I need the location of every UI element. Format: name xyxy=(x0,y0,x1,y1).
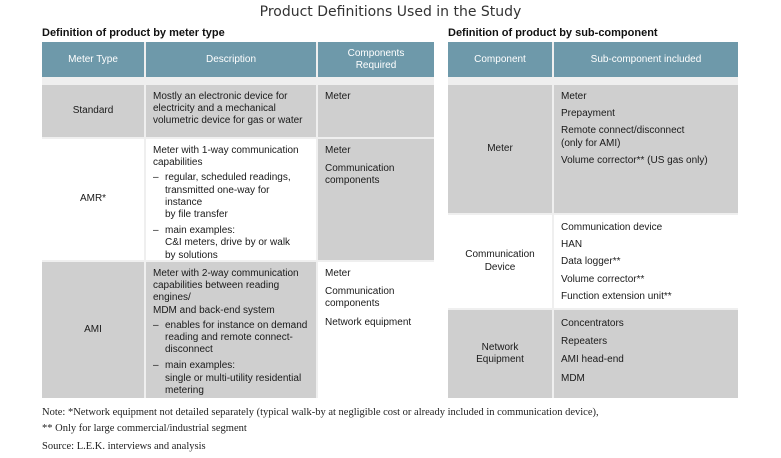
row-standard-components: Meter xyxy=(318,85,434,137)
left-table: Meter Type Description Components Requir… xyxy=(42,42,434,398)
bullet-item: – regular, scheduled readings, transmitt… xyxy=(153,172,291,220)
page-title: Product Definitions Used in the Study xyxy=(259,4,522,20)
right-table: Component Sub-component included Meter M… xyxy=(448,42,738,398)
header-meter-type: Meter Type xyxy=(42,42,144,77)
row-amr-type: AMR* xyxy=(42,139,144,260)
row-meter-subcomponents: Meter Prepayment Remote connect/disconne… xyxy=(554,85,738,213)
left-table-subhead: Definition of product by meter type xyxy=(42,27,225,39)
footnote-commercial-industrial: ** Only for large commercial/industrial … xyxy=(42,423,247,434)
row-meter-component: Meter xyxy=(448,85,552,213)
header-components-required: Components Required xyxy=(318,42,434,77)
row-communication-device-subcomponents: Communication device HAN Data logger** V… xyxy=(554,215,738,308)
row-communication-device-component: Communication Device xyxy=(448,215,552,308)
row-ami-components: Meter Communication components Network e… xyxy=(318,262,434,398)
header-sub-component: Sub-component included xyxy=(554,42,738,77)
row-amr-components: Meter Communication components xyxy=(318,139,434,260)
row-network-equipment-component: Network Equipment xyxy=(448,310,552,398)
right-table-subhead: Definition of product by sub-component xyxy=(448,27,658,39)
bullet-item: – main examples: single or multi-utility… xyxy=(153,360,302,396)
row-ami-description: Meter with 2-way communication capabilit… xyxy=(146,262,316,398)
bullet-item: – enables for instance on demand reading… xyxy=(153,319,308,356)
row-standard-description: Mostly an electronic device for electric… xyxy=(146,85,316,137)
row-standard-type: Standard xyxy=(42,85,144,137)
row-amr-description: Meter with 1-way communication capabilit… xyxy=(146,139,316,261)
footnote-network-equipment: Note: *Network equipment not detailed se… xyxy=(42,407,599,418)
row-ami-type: AMI xyxy=(42,262,144,398)
header-description: Description xyxy=(146,42,316,77)
source-note: Source: L.E.K. interviews and analysis xyxy=(42,441,206,452)
header-component: Component xyxy=(448,42,552,77)
bullet-item: – main examples: C&I meters, drive by or… xyxy=(153,225,291,261)
row-network-equipment-subcomponents: Concentrators Repeaters AMI head-end MDM xyxy=(554,310,738,398)
